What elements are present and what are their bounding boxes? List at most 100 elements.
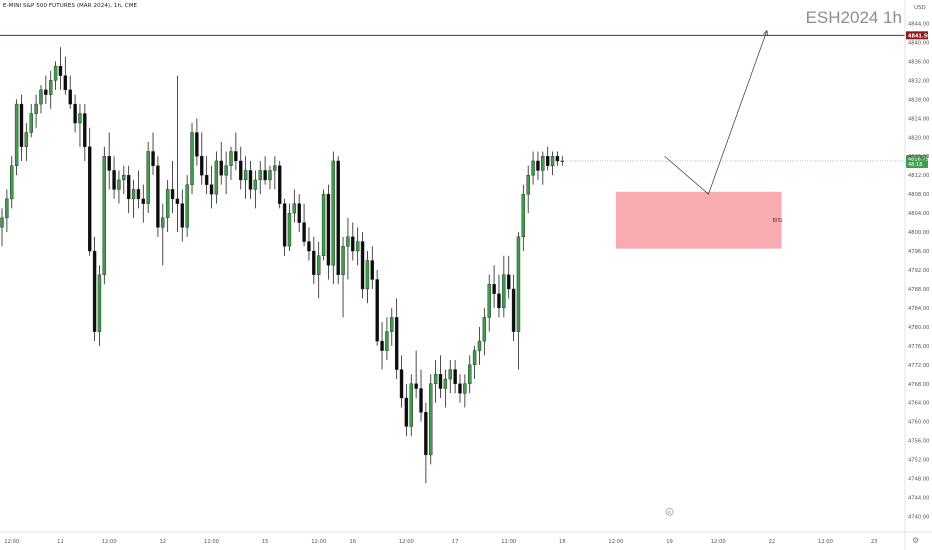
time-tick-label: 17 xyxy=(452,539,459,545)
price-tick-label: 4828.00 xyxy=(908,97,929,103)
price-tick-label: 4768.00 xyxy=(908,382,929,388)
candle-up xyxy=(541,156,545,171)
candle-down xyxy=(19,103,24,147)
candle-up xyxy=(521,193,526,238)
candle-down xyxy=(68,89,72,105)
candle-down xyxy=(453,369,457,384)
candle-down xyxy=(195,132,199,157)
candle-up xyxy=(463,383,467,394)
candle-up xyxy=(292,203,297,214)
candle-down xyxy=(234,151,238,162)
candle-down xyxy=(73,103,77,124)
candle-down xyxy=(326,193,331,266)
candle-up xyxy=(468,364,472,384)
event-marker-icon xyxy=(665,507,674,516)
candle-down xyxy=(58,65,63,76)
price-tick-label: 4760.00 xyxy=(908,420,929,426)
candle-up xyxy=(268,170,272,181)
candle-up xyxy=(321,193,326,256)
candle-down xyxy=(156,165,160,228)
candle-down xyxy=(126,174,131,200)
candle-down xyxy=(507,274,511,290)
symbol-watermark: ESH2024 1h xyxy=(805,8,902,27)
time-axis[interactable]: 12:00 11 12:00 12 12:00 15 12:00 16 12:00 17 12:00… xyxy=(0,531,932,545)
time-tick-label: 12:00 xyxy=(4,539,19,545)
candle-down xyxy=(63,75,68,91)
time-tick-label: 22 xyxy=(769,539,776,545)
candle-up xyxy=(477,340,482,351)
projection-arrowhead xyxy=(763,29,768,36)
candle-up xyxy=(526,174,530,195)
candle-up xyxy=(97,274,102,332)
price-tick-label: 4812.00 xyxy=(908,173,929,179)
candle-down xyxy=(141,198,146,204)
candle-down xyxy=(248,170,253,190)
candle-down xyxy=(87,146,92,252)
price-tick-label: 4800.00 xyxy=(908,230,929,236)
candle-up xyxy=(316,255,321,275)
projection-path xyxy=(664,30,768,195)
time-tick-label: 12:00 xyxy=(311,539,326,545)
candle-down xyxy=(151,151,155,166)
time-tick-label: 12:00 xyxy=(399,539,414,545)
candle-down xyxy=(239,160,243,181)
candle-down xyxy=(414,383,418,389)
candle-down xyxy=(278,165,282,204)
candle-down xyxy=(458,383,462,394)
candle-up xyxy=(355,241,360,252)
price-tick-label: 4784.00 xyxy=(908,306,929,312)
candle-up xyxy=(550,156,555,166)
candle-up xyxy=(10,165,14,200)
candle-down xyxy=(170,189,175,200)
bisi-zone: BISI xyxy=(615,191,782,249)
price-axis[interactable]: 4740.00 4744.00 4748.00 4752.00 4756.00 4760.… xyxy=(904,0,929,550)
time-tick-label: 19 xyxy=(666,539,673,545)
time-tick-label: 18 xyxy=(559,539,566,545)
price-tick-label: 4816.00 xyxy=(908,154,929,160)
symbol-title: E-MINI S&P 500 FUTURES (MAR 2024), 1h, C… xyxy=(3,3,138,9)
candle-up xyxy=(122,174,126,181)
price-tick-label: 4804.00 xyxy=(908,211,929,217)
candle-up xyxy=(433,374,438,384)
currency-label[interactable]: USD xyxy=(914,5,926,11)
candle-up xyxy=(472,350,477,366)
price-tick-label: 4836.00 xyxy=(908,59,929,65)
candle-down xyxy=(492,284,496,294)
candle-up xyxy=(34,103,38,114)
gear-icon[interactable]: ⚙ xyxy=(912,536,920,545)
candle-up xyxy=(49,80,53,95)
candle-up xyxy=(253,179,258,190)
resistance-price-tag xyxy=(906,31,928,40)
candle-down xyxy=(404,397,409,427)
price-tick-label: 4772.00 xyxy=(908,363,929,369)
candle-up xyxy=(29,113,33,133)
candle-up xyxy=(273,165,277,171)
candle-up xyxy=(531,160,535,176)
price-tick-label: 4792.00 xyxy=(908,268,929,274)
candle-down xyxy=(83,113,87,147)
candle-down xyxy=(204,174,209,185)
candle-up xyxy=(443,378,448,389)
last-price-tag xyxy=(906,154,928,168)
candle-up xyxy=(502,274,506,309)
candle-up xyxy=(78,113,82,124)
time-tick-label: 15 xyxy=(262,539,269,545)
candle-down xyxy=(312,250,316,275)
candle-down xyxy=(399,369,404,399)
price-tick-label: 4844.00 xyxy=(908,21,929,27)
time-tick-label: 12 xyxy=(159,539,166,545)
candle-up xyxy=(224,165,228,176)
candle-down xyxy=(200,156,204,176)
candle-down xyxy=(555,156,560,162)
candle-down xyxy=(219,160,223,176)
candle-down xyxy=(536,160,540,171)
candle-down xyxy=(92,250,97,332)
price-tick-label: 4756.00 xyxy=(908,439,929,445)
price-tick-label: 4788.00 xyxy=(908,287,929,293)
candle-up xyxy=(5,198,9,219)
candle-down xyxy=(112,170,116,190)
candle-down xyxy=(370,260,374,280)
price-tick-label: 4744.00 xyxy=(908,496,929,502)
candle-down xyxy=(302,222,306,242)
